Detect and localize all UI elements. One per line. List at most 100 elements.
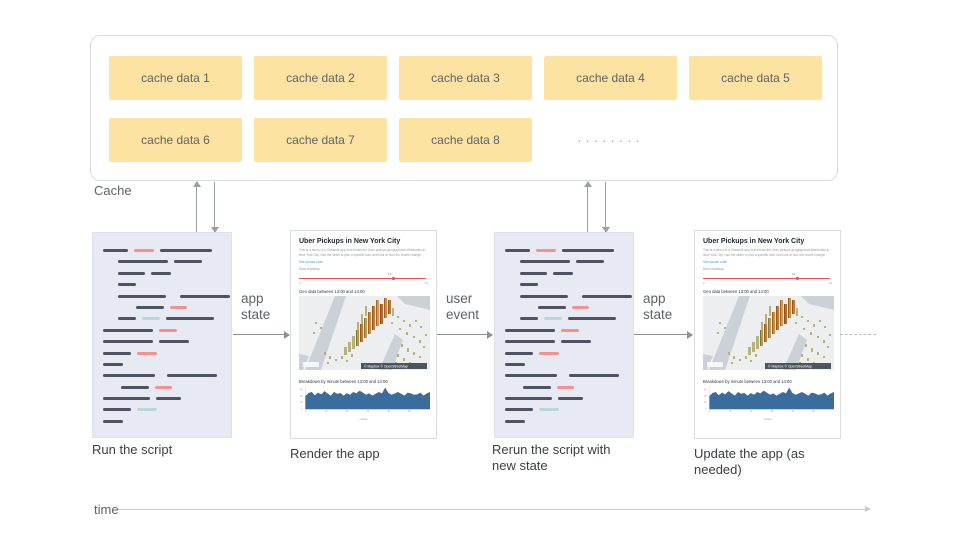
arrowhead-right-icon — [687, 330, 693, 339]
slider-label: Hour of pickup — [299, 267, 320, 272]
cache-data-box: cache data 7 — [254, 118, 387, 162]
script-panel-run — [92, 232, 232, 438]
code-line-segment — [103, 362, 123, 366]
slider-value: 13 — [792, 272, 796, 277]
cache-row-1: cache data 1 cache data 2 cache data 3 c… — [109, 56, 822, 100]
uber-app-screenshot: Uber Pickups in New York City This is a … — [291, 231, 436, 421]
code-line-segment — [520, 294, 568, 298]
code-line-segment — [538, 305, 566, 309]
code-line-segment — [505, 351, 533, 355]
code-line-segment — [505, 408, 533, 412]
code-line-segment — [118, 260, 168, 264]
code-line-segment — [167, 374, 217, 378]
script-panel-rerun — [494, 232, 634, 438]
svg-text:30: 30 — [771, 411, 774, 412]
slider-handle — [795, 276, 800, 281]
arrowhead-right-icon — [487, 330, 493, 339]
cache-data-box: cache data 1 — [109, 56, 242, 100]
code-line-segment — [553, 271, 573, 275]
slider-range: 0 23 — [703, 281, 832, 285]
code-line-segment — [121, 385, 149, 389]
code-line-segment — [520, 260, 570, 264]
map-attribution: © Mapbox © OpenStreetMap — [768, 365, 812, 369]
code-line-segment — [505, 374, 557, 378]
cache-data-box: cache data 2 — [254, 56, 387, 100]
slider-max: 23 — [828, 281, 832, 286]
code-line-segment — [170, 305, 187, 309]
arrow-script2-to-cache — [583, 181, 592, 232]
arrowhead-right-icon — [865, 506, 871, 512]
svg-text:50: 50 — [408, 411, 411, 412]
arrow-app1-to-script2 — [437, 330, 493, 339]
code-line-segment — [505, 419, 525, 423]
caption-rerun-script: Rerun the script with new state — [492, 442, 611, 473]
arrowhead-up-icon — [192, 181, 201, 187]
arrow-script2-to-app2 — [634, 330, 693, 339]
flow-label-app-state-2: app state — [643, 291, 673, 323]
svg-text:10: 10 — [704, 402, 707, 404]
code-line-segment — [118, 283, 136, 287]
geo-caption: Geo data between 13:00 and 14:00 — [299, 289, 365, 295]
code-line-segment — [568, 317, 616, 321]
code-line-segment — [180, 294, 230, 298]
svg-text:30: 30 — [704, 390, 707, 392]
code-line-segment — [166, 317, 214, 321]
code-line-segment — [520, 283, 538, 287]
slider-track — [299, 278, 426, 280]
arrowhead-up-icon — [583, 181, 592, 187]
slider-track — [703, 278, 830, 280]
cache-data-box: cache data 3 — [399, 56, 532, 100]
slider-value: 13 — [388, 272, 392, 277]
code-line-segment — [505, 362, 525, 366]
cache-row-2: cache data 6 cache data 7 cache data 8 ·… — [109, 118, 821, 162]
code-line-segment — [544, 317, 562, 321]
slider-max: 23 — [424, 281, 428, 286]
code-line-segment — [562, 249, 614, 252]
code-line-segment — [159, 340, 189, 344]
hour-slider: 13 — [703, 272, 832, 281]
code-line-segment — [103, 374, 155, 378]
cache-label: Cache — [94, 183, 132, 198]
code-line-segment — [558, 397, 583, 401]
code-line-segment — [160, 249, 212, 252]
code-line-segment — [576, 260, 604, 264]
geo-caption: Geo data between 13:00 and 14:00 — [703, 289, 769, 295]
time-axis-arrow — [118, 506, 871, 512]
slider-min: 0 — [703, 281, 705, 286]
svg-text:40: 40 — [387, 411, 390, 412]
nyc-hexagon-map: © Mapbox © OpenStreetMap — [299, 296, 430, 371]
svg-text:20: 20 — [704, 396, 707, 398]
code-line-segment — [156, 397, 181, 401]
pickups-histogram: 30 20 10 0 0 10 20 30 40 50 — [704, 386, 834, 413]
svg-text:10: 10 — [300, 402, 303, 404]
svg-text:0: 0 — [301, 409, 303, 411]
cache-data-box: cache data 4 — [544, 56, 677, 100]
arrowhead-down-icon — [210, 227, 219, 233]
code-line-segment — [103, 419, 123, 423]
uber-app-screenshot: Uber Pickups in New York City This is a … — [695, 231, 840, 421]
code-line-segment — [569, 374, 619, 378]
app-preview-panel-update: Uber Pickups in New York City This is a … — [694, 230, 841, 439]
code-line-segment — [174, 260, 202, 264]
slider-min: 0 — [299, 281, 301, 286]
code-line-segment — [103, 408, 131, 412]
cache-data-box: cache data 6 — [109, 118, 242, 162]
cache-data-box: cache data 5 — [689, 56, 822, 100]
code-line-segment — [142, 317, 160, 321]
arrowhead-right-icon — [284, 330, 290, 339]
svg-text:0: 0 — [305, 411, 307, 412]
ellipsis-dots: ········ — [577, 132, 644, 148]
code-line-segment — [159, 328, 177, 332]
slider-handle — [391, 276, 396, 281]
svg-text:50: 50 — [812, 411, 815, 412]
svg-text:20: 20 — [750, 411, 753, 412]
app-preview-panel-render: Uber Pickups in New York City This is a … — [290, 230, 437, 439]
code-line-segment — [103, 328, 153, 332]
code-line-segment — [582, 294, 632, 298]
cache-data-box: cache data 8 — [399, 118, 532, 162]
svg-text:10: 10 — [729, 411, 732, 412]
pickups-histogram: 30 20 10 0 0 10 20 30 40 50 — [300, 386, 430, 413]
hour-slider: 13 — [299, 272, 428, 281]
code-line-segment — [505, 397, 552, 401]
code-line-segment — [103, 249, 128, 252]
